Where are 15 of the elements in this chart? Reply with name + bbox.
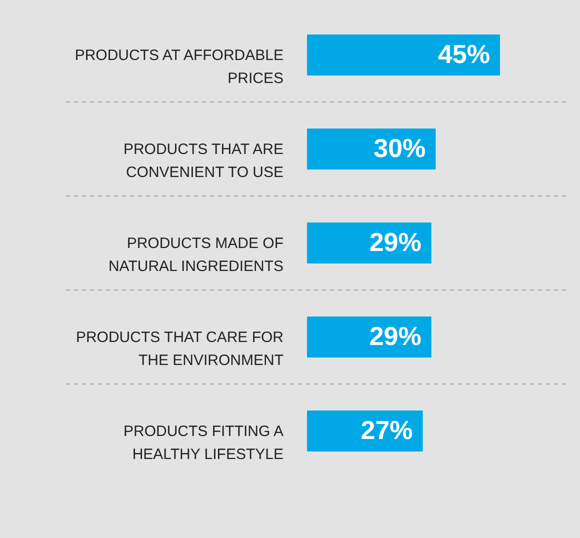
bar <box>307 316 432 358</box>
y-tick-label: PRODUCTS AT AFFORDABLE PRICES <box>74 47 284 87</box>
data-label: 29% <box>369 227 422 257</box>
y-tick-label: PRODUCTS THAT CARE FOR THE ENVIRONMENT <box>76 329 284 369</box>
data-label: 45% <box>438 39 490 69</box>
y-tick-label: PRODUCTS THAT ARE CONVENIENT TO USE <box>123 141 284 181</box>
data-label: 29% <box>369 321 422 351</box>
data-label: 27% <box>360 415 413 445</box>
bar <box>307 128 436 170</box>
y-tick-label: PRODUCTS FITTING A HEALTHY LIFESTYLE <box>123 423 284 463</box>
bar <box>307 222 432 264</box>
data-label: 30% <box>374 133 426 163</box>
bar <box>307 410 423 452</box>
bar <box>307 34 500 76</box>
y-tick-label: PRODUCTS MADE OF NATURAL INGREDIENTS <box>108 235 284 275</box>
